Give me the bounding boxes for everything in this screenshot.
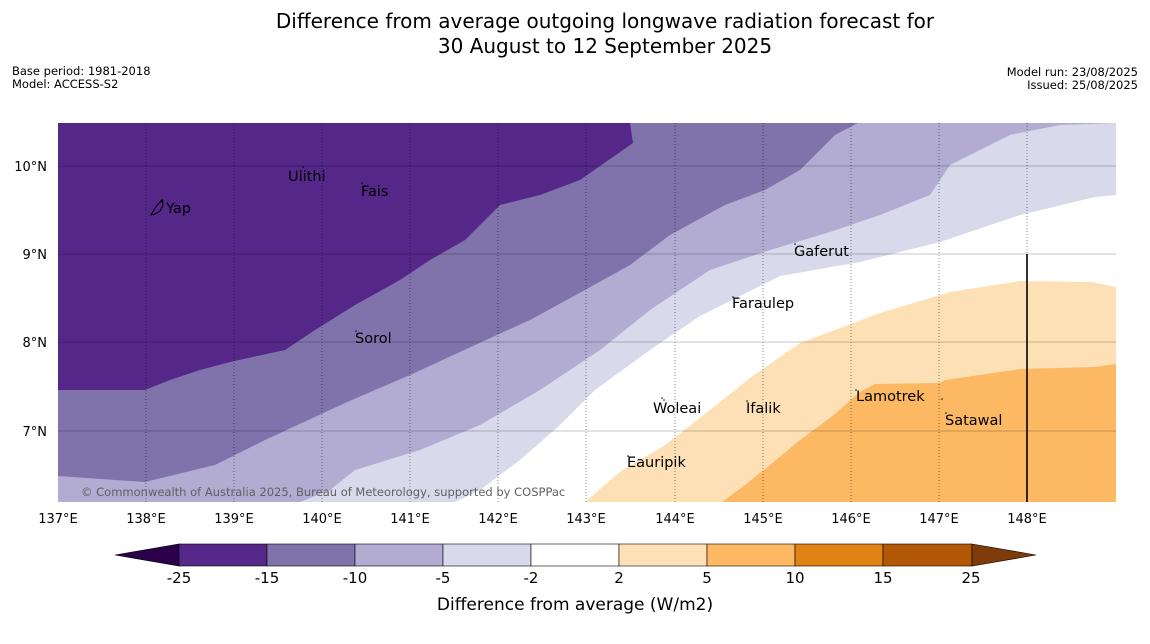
yap-island-outline bbox=[149, 198, 164, 216]
colorbar-tick-label: 25 bbox=[961, 569, 980, 587]
meta-left: Base period: 1981-2018 Model: ACCESS-S2 bbox=[12, 65, 151, 91]
lon-axis-labels: 137°E 138°E 139°E 140°E 141°E 142°E 143°… bbox=[38, 512, 1047, 527]
model-name: Model: ACCESS-S2 bbox=[12, 77, 119, 91]
colorbar-tick-label: 5 bbox=[702, 569, 712, 587]
graticule bbox=[58, 123, 1116, 502]
lat-label: 9°N bbox=[23, 248, 48, 263]
colorbar-tick-label: 15 bbox=[873, 569, 892, 587]
colorbar-swatch bbox=[178, 543, 268, 567]
colorbar-swatch bbox=[882, 543, 973, 567]
lat-axis-labels: 10°N 9°N 8°N 7°N bbox=[14, 160, 47, 440]
colorbar-tick-label: -2 bbox=[524, 569, 539, 587]
place-label-sorol: Sorol bbox=[355, 331, 392, 347]
band-minus25 bbox=[58, 123, 633, 390]
island-shapes bbox=[149, 198, 164, 216]
place-label-woleai: Woleai bbox=[653, 401, 701, 417]
lon-label: 142°E bbox=[478, 512, 518, 527]
lat-label: 10°N bbox=[14, 160, 47, 175]
lon-label: 148°E bbox=[1007, 512, 1047, 527]
colorbar-swatch bbox=[530, 543, 620, 567]
lon-label: 146°E bbox=[831, 512, 871, 527]
lon-label: 140°E bbox=[302, 512, 342, 527]
model-run: Model run: 23/08/2025 bbox=[1006, 65, 1138, 79]
copyright-notice: © Commonwealth of Australia 2025, Bureau… bbox=[81, 485, 565, 499]
colorbar-tick-label: 2 bbox=[614, 569, 624, 587]
anomaly-map: Yap Ulithi Fais Gaferut Faraulep Sorol W… bbox=[58, 123, 1116, 502]
yap-islet bbox=[160, 199, 164, 203]
place-label-eauripik: Eauripik bbox=[627, 455, 686, 471]
place-label-fais: Fais bbox=[361, 184, 388, 200]
place-label-ulithi: Ulithi bbox=[288, 169, 326, 185]
colorbar-title: Difference from average (W/m2) bbox=[437, 595, 713, 615]
colorbar: -25 -15 -10 -5 -2 2 5 10 15 25 Differenc… bbox=[114, 543, 1037, 615]
place-label-yap: Yap bbox=[165, 201, 191, 217]
place-label-lamotrek: Lamotrek bbox=[856, 389, 925, 405]
place-label-satawal: Satawal bbox=[945, 413, 1002, 429]
title-line-1: Difference from average outgoing longwav… bbox=[275, 9, 935, 33]
lon-label: 147°E bbox=[919, 512, 959, 527]
band-plus10 bbox=[722, 364, 1116, 502]
lon-label: 138°E bbox=[126, 512, 166, 527]
title-line-2: 30 August to 12 September 2025 bbox=[437, 34, 773, 58]
place-label-gaferut: Gaferut bbox=[794, 244, 849, 260]
lon-label: 145°E bbox=[743, 512, 783, 527]
colorbar-tick-label: -10 bbox=[343, 569, 368, 587]
colorbar-swatch bbox=[442, 543, 532, 567]
issued-date: Issued: 25/08/2025 bbox=[1027, 78, 1138, 92]
colorbar-tick-label: 10 bbox=[785, 569, 804, 587]
place-label-faraulep: Faraulep bbox=[732, 296, 794, 312]
colorbar-tick-label: -25 bbox=[167, 569, 192, 587]
island-dots bbox=[302, 166, 947, 457]
colorbar-tick-label: -15 bbox=[255, 569, 280, 587]
place-label-ifalik: Ifalik bbox=[746, 401, 781, 417]
lon-label: 139°E bbox=[214, 512, 254, 527]
colorbar-swatch bbox=[706, 543, 796, 567]
colorbar-swatch bbox=[618, 543, 708, 567]
colorbar-swatch bbox=[354, 543, 444, 567]
place-labels: Yap Ulithi Fais Gaferut Faraulep Sorol W… bbox=[165, 169, 1002, 471]
base-period: Base period: 1981-2018 bbox=[12, 64, 151, 78]
colorbar-extend-low bbox=[114, 543, 180, 567]
lon-label: 143°E bbox=[566, 512, 606, 527]
colorbar-extend-high bbox=[971, 543, 1037, 567]
colorbar-tick-label: -5 bbox=[436, 569, 451, 587]
colorbar-swatch bbox=[794, 543, 884, 567]
lat-label: 8°N bbox=[23, 336, 48, 351]
lat-label: 7°N bbox=[23, 425, 48, 440]
lon-label: 144°E bbox=[655, 512, 695, 527]
meta-right: Model run: 23/08/2025 Issued: 25/08/2025 bbox=[1007, 66, 1138, 92]
lon-label: 137°E bbox=[38, 512, 78, 527]
lon-label: 141°E bbox=[390, 512, 430, 527]
colorbar-swatch bbox=[266, 543, 356, 567]
